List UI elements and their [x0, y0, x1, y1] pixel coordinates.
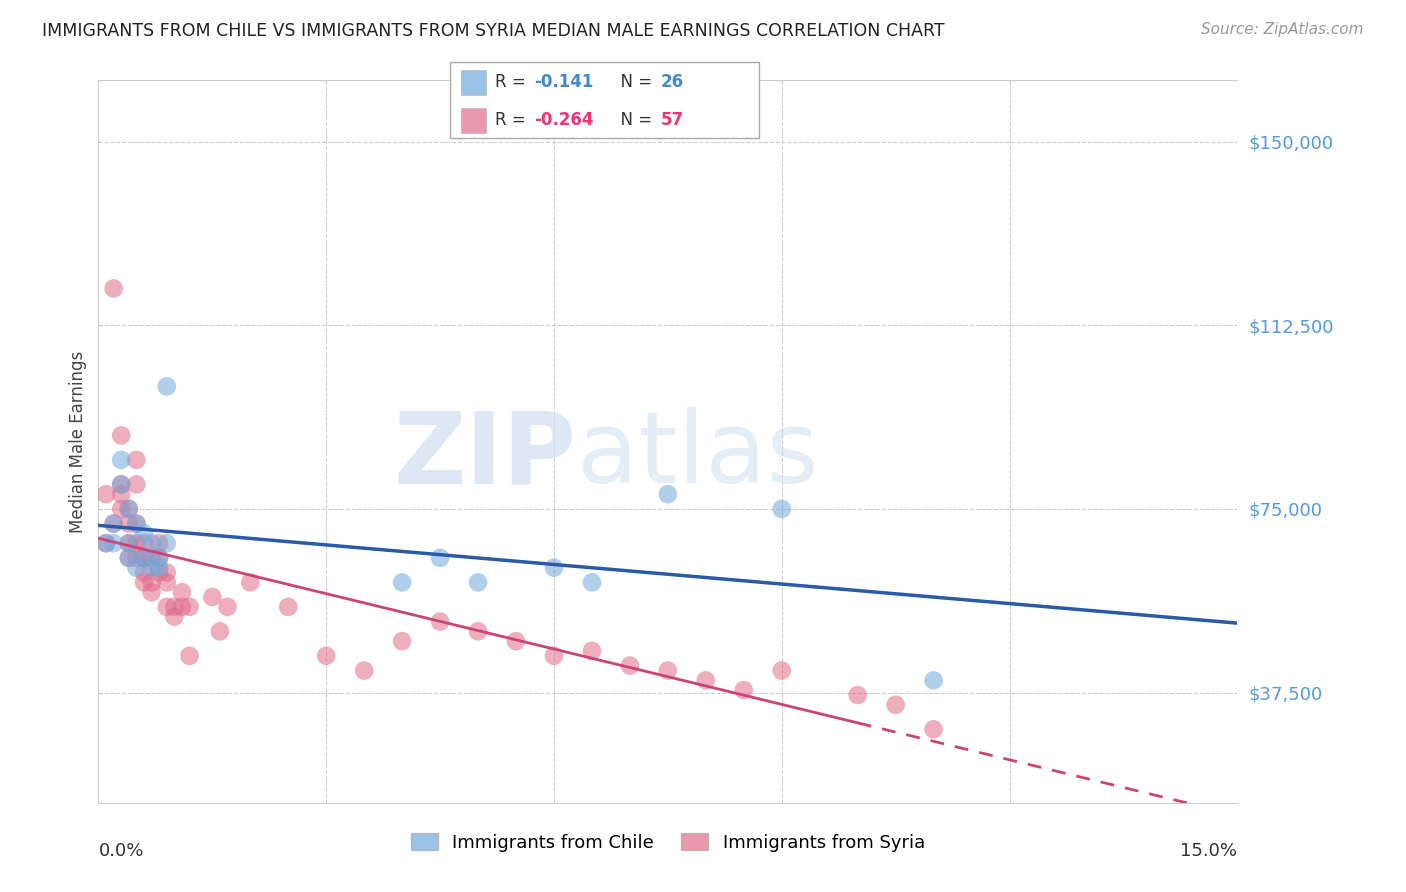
Point [505, 634, 527, 648]
Text: ZIP: ZIP [394, 408, 576, 505]
Point [156, 575, 179, 590]
Point [179, 648, 201, 663]
Point [156, 536, 179, 550]
Point [103, 281, 125, 295]
Point [148, 560, 170, 574]
Point [110, 502, 132, 516]
Text: Source: ZipAtlas.com: Source: ZipAtlas.com [1201, 22, 1364, 37]
Legend: Immigrants from Chile, Immigrants from Syria: Immigrants from Chile, Immigrants from S… [404, 826, 932, 859]
Point [429, 615, 451, 629]
Point [118, 502, 141, 516]
Point [163, 609, 186, 624]
Point [846, 688, 869, 702]
Text: 0.0%: 0.0% [98, 842, 143, 860]
Point [125, 536, 148, 550]
Text: IMMIGRANTS FROM CHILE VS IMMIGRANTS FROM SYRIA MEDIAN MALE EARNINGS CORRELATION : IMMIGRANTS FROM CHILE VS IMMIGRANTS FROM… [42, 22, 945, 40]
Point [110, 487, 132, 501]
Point [733, 683, 755, 698]
Point [884, 698, 907, 712]
Point [581, 644, 603, 658]
Point [201, 590, 224, 604]
Point [132, 575, 155, 590]
Point [148, 536, 170, 550]
Text: -0.141: -0.141 [534, 73, 593, 91]
Text: atlas: atlas [576, 408, 818, 505]
Point [239, 575, 262, 590]
Point [118, 536, 141, 550]
Point [125, 550, 148, 565]
Point [132, 566, 155, 580]
Point [125, 560, 148, 574]
Point [132, 526, 155, 541]
Point [179, 599, 201, 614]
Point [110, 428, 132, 442]
Point [125, 516, 148, 531]
Point [132, 550, 155, 565]
Text: N =: N = [610, 73, 658, 91]
Point [118, 550, 141, 565]
Point [103, 536, 125, 550]
Point [217, 599, 239, 614]
Point [543, 648, 565, 663]
Point [94, 536, 117, 550]
Point [125, 516, 148, 531]
Point [156, 566, 179, 580]
Point [770, 502, 793, 516]
Point [141, 575, 163, 590]
Point [657, 487, 679, 501]
Point [208, 624, 231, 639]
Point [467, 624, 489, 639]
Text: -0.264: -0.264 [534, 112, 593, 129]
Point [110, 477, 132, 491]
Point [170, 585, 193, 599]
Point [110, 477, 132, 491]
Point [543, 560, 565, 574]
Point [94, 536, 117, 550]
Point [353, 664, 375, 678]
Text: 15.0%: 15.0% [1180, 842, 1237, 860]
Point [277, 599, 299, 614]
Point [148, 566, 170, 580]
Point [118, 516, 141, 531]
Text: 26: 26 [661, 73, 683, 91]
Point [103, 516, 125, 531]
Point [141, 550, 163, 565]
Point [103, 516, 125, 531]
Point [429, 550, 451, 565]
Point [110, 453, 132, 467]
Point [132, 536, 155, 550]
Y-axis label: Median Male Earnings: Median Male Earnings [69, 351, 87, 533]
Text: R =: R = [495, 73, 531, 91]
Text: 57: 57 [661, 112, 683, 129]
Point [391, 634, 413, 648]
Point [770, 664, 793, 678]
Point [148, 550, 170, 565]
Point [141, 536, 163, 550]
Point [141, 560, 163, 574]
Point [118, 502, 141, 516]
Point [163, 599, 186, 614]
Point [125, 477, 148, 491]
Point [148, 550, 170, 565]
Point [156, 599, 179, 614]
Point [118, 550, 141, 565]
Point [619, 658, 641, 673]
Point [132, 550, 155, 565]
Point [922, 723, 945, 737]
Point [391, 575, 413, 590]
Point [94, 487, 117, 501]
Point [315, 648, 337, 663]
Point [125, 453, 148, 467]
Point [467, 575, 489, 590]
Point [657, 664, 679, 678]
Point [922, 673, 945, 688]
Point [695, 673, 717, 688]
Point [581, 575, 603, 590]
Point [118, 536, 141, 550]
Text: N =: N = [610, 112, 658, 129]
Point [170, 599, 193, 614]
Point [141, 585, 163, 599]
Point [156, 379, 179, 393]
Text: R =: R = [495, 112, 531, 129]
